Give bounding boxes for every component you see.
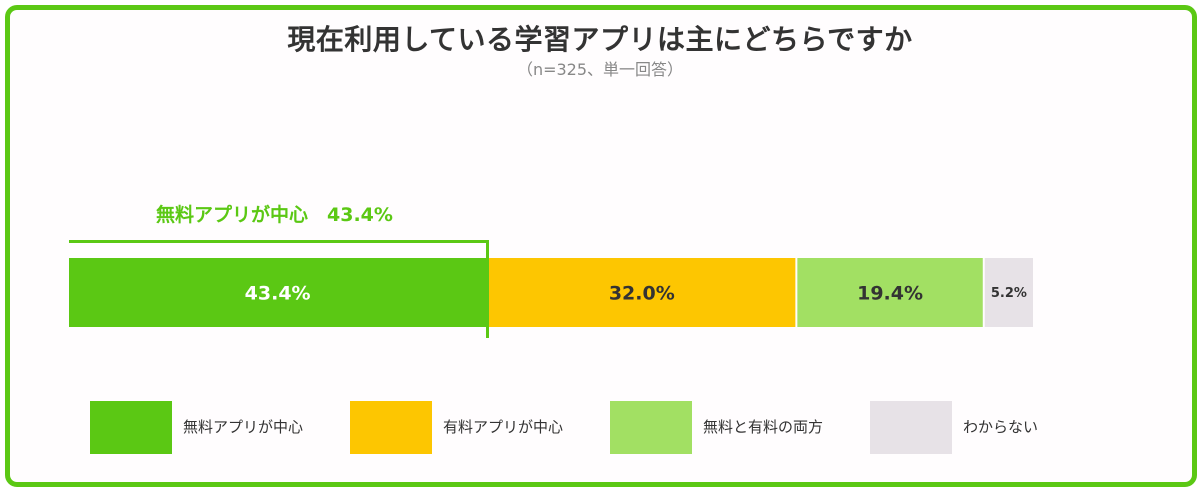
bar-label-free: 43.4% — [245, 282, 311, 304]
legend-label-free: 無料アプリが中心 — [183, 418, 304, 436]
chart-title: 現在利用している学習アプリは主にどちらですか — [287, 23, 913, 56]
bar-segment-free — [69, 258, 487, 327]
callout-bracket-line — [69, 240, 488, 243]
bar-label-unknown: 5.2% — [991, 286, 1027, 301]
callout-bracket-tick — [486, 240, 489, 338]
callout-label: 無料アプリが中心 43.4% — [156, 204, 393, 226]
bar-label-both: 19.4% — [857, 282, 923, 304]
legend-swatch-free — [90, 401, 172, 454]
chart-subtitle: （n=325、単一回答） — [516, 60, 684, 79]
bar-label-paid: 32.0% — [609, 282, 675, 304]
bar-segment-paid — [488, 258, 796, 327]
bar-segment-unknown — [984, 258, 1033, 327]
bar-segment-both — [797, 258, 983, 327]
legend-label-paid: 有料アプリが中心 — [443, 418, 564, 436]
legend-label-both: 無料と有料の両方 — [703, 418, 824, 436]
legend-swatch-unknown — [870, 401, 952, 454]
legend-swatch-paid — [350, 401, 432, 454]
legend-label-unknown: わからない — [963, 418, 1039, 436]
legend-swatch-both — [610, 401, 692, 454]
chart-frame — [5, 5, 1197, 487]
